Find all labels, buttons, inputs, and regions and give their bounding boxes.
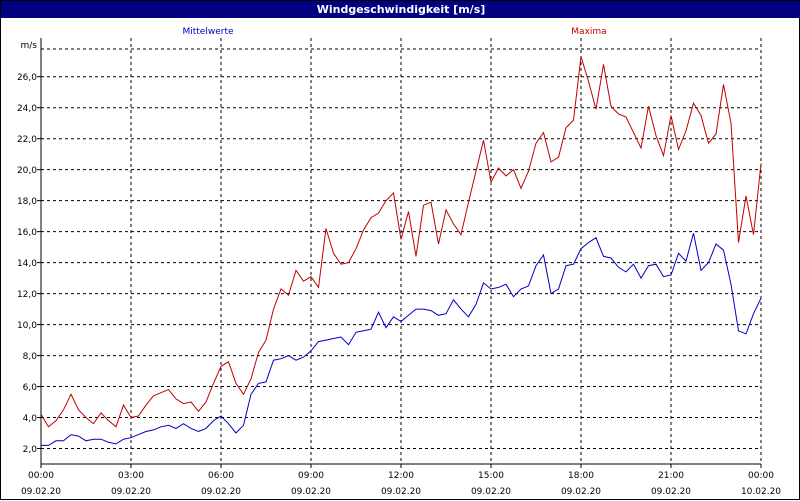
x-tick-label-date: 09.02.20 — [381, 487, 421, 497]
x-tick-label-date: 09.02.20 — [651, 487, 691, 497]
x-tick-label-date: 09.02.20 — [471, 487, 511, 497]
x-tick-label-date: 09.02.20 — [111, 487, 151, 497]
x-tick-label-time: 06:00 — [208, 471, 234, 481]
y-tick-label: 14,0 — [17, 259, 37, 269]
y-tick-label: 18,0 — [17, 197, 37, 207]
x-tick-label-time: 00:00 — [748, 471, 774, 481]
y-tick-label: 26,0 — [17, 73, 37, 83]
x-tick-label-time: 09:00 — [298, 471, 324, 481]
y-tick-label: 16,0 — [17, 228, 37, 238]
x-tick-label-time: 03:00 — [118, 471, 144, 481]
x-tick-label-time: 00:00 — [28, 471, 54, 481]
labels-group: 2,0 4,0 6,0 8,0 10,0 12,0 14,0 16,0 18,0 20,0 22,0… — [17, 27, 781, 497]
series-line-maxima — [40, 56, 762, 428]
y-unit-label: m/s — [21, 41, 38, 51]
legend-maxima: Maxima — [571, 27, 606, 37]
window-title: Windgeschwindigkeit [m/s] — [1, 1, 800, 18]
y-tick-label: 24,0 — [17, 104, 37, 114]
y-tick-label: 6,0 — [23, 383, 38, 393]
x-tick-label-date: 09.02.20 — [291, 487, 331, 497]
legend-mittelwerte: Mittelwerte — [182, 27, 233, 37]
series-group — [40, 56, 762, 446]
x-tick-label-date: 09.02.20 — [21, 487, 61, 497]
y-tick-label: 12,0 — [17, 290, 37, 300]
series-line-mittelwerte — [41, 233, 762, 446]
y-tick-label: 2,0 — [23, 445, 38, 455]
x-tick-label-time: 12:00 — [388, 471, 414, 481]
x-tick-label-time: 21:00 — [658, 471, 684, 481]
y-tick-label: 22,0 — [17, 135, 37, 145]
x-tick-label-date: 10.02.20 — [741, 487, 781, 497]
y-tick-label: 4,0 — [23, 414, 38, 424]
x-tick-label-time: 18:00 — [568, 471, 594, 481]
x-tick-label-time: 15:00 — [478, 471, 504, 481]
x-tick-label-date: 09.02.20 — [561, 487, 601, 497]
y-tick-label: 20,0 — [17, 166, 37, 176]
y-tick-label: 8,0 — [23, 352, 38, 362]
y-tick-label: 10,0 — [17, 321, 37, 331]
x-tick-label-date: 09.02.20 — [201, 487, 241, 497]
grid-lines — [40, 38, 762, 464]
axes-group — [37, 38, 762, 468]
